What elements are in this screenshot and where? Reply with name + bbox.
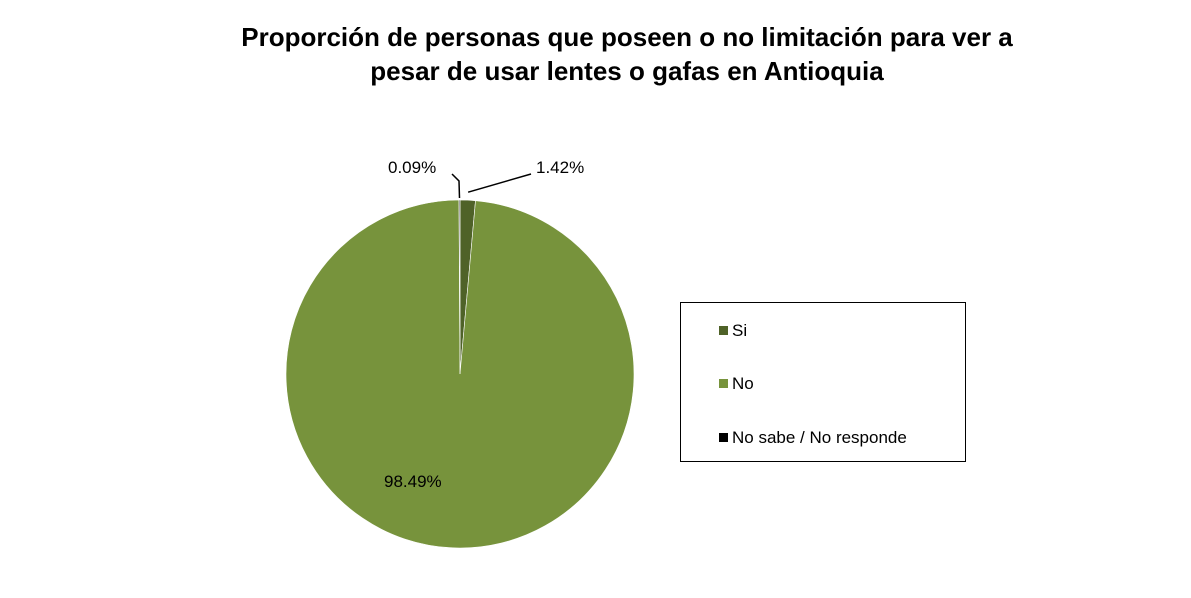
legend: Si No No sabe / No responde — [680, 302, 966, 462]
legend-swatch-no-sabe — [719, 433, 728, 442]
leader-line-no-sabe — [451, 173, 461, 199]
legend-item-no-sabe: No sabe / No responde — [719, 428, 907, 448]
data-label-no-sabe: 0.09% — [388, 158, 436, 177]
pie-slice-no-sabe — [458, 199, 461, 375]
leader-line-si — [467, 173, 532, 193]
legend-label-no-sabe: No sabe / No responde — [732, 428, 907, 447]
legend-label-no: No — [732, 374, 754, 393]
data-label-no: 98.49% — [384, 472, 442, 491]
legend-item-si: Si — [719, 321, 747, 341]
legend-swatch-no — [719, 379, 728, 388]
chart-title-line-1: Proporción de personas que poseen o no l… — [241, 22, 1013, 52]
leader-lines — [451, 173, 532, 199]
legend-label-si: Si — [732, 321, 748, 340]
chart-title-line-2: pesar de usar lentes o gafas en Antioqui… — [370, 56, 884, 86]
legend-item-no: No — [719, 374, 754, 394]
chart-title: Proporción de personas que poseen o no l… — [0, 20, 1191, 88]
pie-slices — [285, 199, 635, 549]
data-label-si: 1.42% — [536, 158, 584, 177]
legend-swatch-si — [719, 326, 728, 335]
